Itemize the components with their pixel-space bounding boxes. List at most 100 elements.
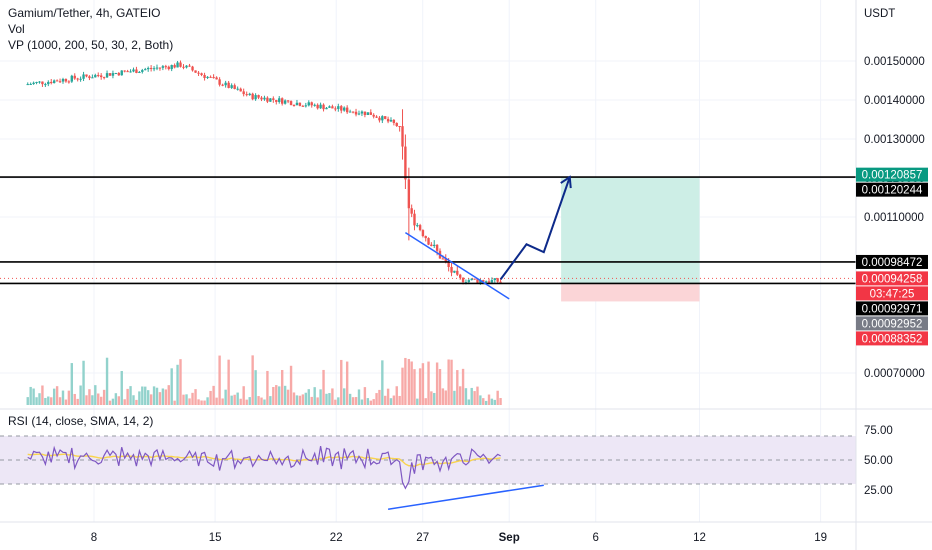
volume-bar [221,398,224,405]
candle-body [490,280,494,283]
candle-body [67,81,71,83]
candle-body [73,75,76,79]
rsi-ma-line [27,453,501,468]
candle-body [152,68,156,70]
volume-bar [283,385,287,405]
candle-body [85,74,88,77]
volume-bar [292,392,296,405]
volume-bar [447,359,450,405]
candle-body [301,105,305,107]
candle-body [307,102,310,106]
volume-bar [191,392,194,405]
volume-bar [236,392,239,405]
volume-bar [266,370,269,405]
candle-body [316,104,319,109]
candle-body [283,100,287,104]
volume-bar [161,388,165,405]
volume-bar [430,391,433,405]
volume-bar [424,398,427,405]
candle-body [117,73,121,76]
candle-body [334,108,337,110]
candle-body [444,258,447,262]
candle-body [304,105,308,107]
volume-bar [404,357,407,405]
volume-bar [340,359,343,405]
volume-bar [149,394,153,405]
volume-bar [73,393,76,405]
volume-bar [167,385,170,405]
candle-body [197,72,200,74]
volume-bar [343,388,346,405]
volume-bar [499,398,502,405]
volume-bar [345,361,349,405]
candle-body [52,80,56,84]
candle-body [331,106,334,109]
candle-body [146,67,150,70]
price-tag-label: 0.00092952 [862,318,923,330]
price-tag-background [856,286,928,301]
candle-body [310,102,313,106]
candle-body [456,270,459,275]
candle-body [126,71,129,73]
volume-bar [158,392,162,405]
price-tag: 0.00092952 [856,316,928,331]
candle-body [413,213,416,226]
candle-body [194,70,197,73]
candle-body [114,73,118,75]
candle-body [295,102,299,106]
candle-body [348,111,352,113]
price-tick-label: 0.00130000 [864,134,925,146]
volume-bar [82,360,85,405]
volume-bar [470,387,473,405]
candle-body [94,75,97,78]
candle-body [188,65,191,67]
price-tag-label: 0.00098472 [862,257,923,269]
candle-body [473,278,476,280]
volume-bar [453,390,456,405]
candle-body [298,102,302,106]
candle-body [176,62,179,68]
volume-bar [493,399,496,405]
volume-bar [242,386,245,405]
target-zone [561,177,700,284]
volume-bar [179,359,182,405]
candle-body [366,112,370,115]
volume-bar [360,399,364,405]
volume-bar [467,399,471,405]
candle-body [47,81,50,85]
candle-body [386,118,390,122]
volume-bar [280,369,284,405]
volume-bar [325,393,328,405]
candle-body [461,277,465,283]
volume-bar [94,385,97,405]
price-tag: 0.00120857 [856,167,928,182]
candle-body [88,76,91,79]
volume-bar [132,395,135,405]
volume-bar [111,398,115,405]
candle-body [354,111,358,115]
volume-bar [182,394,185,405]
candle-body [224,82,227,86]
price-tag-background [856,182,928,197]
volume-bar [257,396,260,405]
candle-body [91,77,94,79]
volume-bar [138,391,141,405]
volume-bar [200,400,203,405]
volume-bar [215,397,218,405]
volume-bar [79,385,82,405]
candle-body [401,126,404,147]
price-tick-label: 0.00110000 [864,212,924,224]
volume-bar [372,399,375,405]
volume-bar [450,359,453,405]
volume-bar [209,390,212,405]
candle-body [378,117,381,121]
volume-bar [313,387,316,405]
candle-body [328,106,331,108]
price-tag-background [856,254,928,269]
volume-bar [401,367,404,405]
volume-bar [38,393,41,405]
price-tag-background [856,331,928,346]
candle-body [141,70,144,72]
candle-body [70,75,74,82]
